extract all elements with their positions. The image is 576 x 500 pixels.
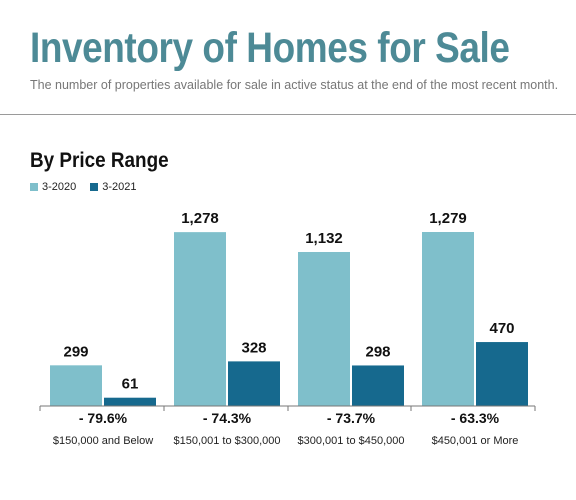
category-label-2: $150,001 to $300,000 [173,435,280,447]
change-label-3: - 73.7% [327,410,376,426]
bar-3-2020-1 [50,365,102,406]
bar-3-2020-4 [422,232,474,406]
data-label-3-2021-2: 328 [241,339,266,356]
bar-3-2020-3 [298,251,350,406]
legend-swatch-2021 [90,183,99,191]
data-label-3-2021-3: 298 [365,343,390,360]
bar-3-2021-2 [228,361,280,406]
bar-3-2021-4 [476,342,528,406]
page-subtitle: The number of properties available for s… [30,78,559,92]
data-label-3-2020-1: 299 [63,343,88,360]
data-label-3-2020-4: 1,279 [429,210,467,227]
header-divider [0,114,576,115]
bar-3-2021-3 [352,365,404,406]
category-label-4: $450,001 or More [432,435,519,447]
change-label-2: - 74.3% [203,410,252,426]
category-label-1: $150,000 and Below [53,435,153,447]
data-label-3-2020-3: 1,132 [305,230,343,247]
data-label-3-2021-4: 470 [489,320,514,337]
legend-label-2021: 3-2021 [102,181,137,193]
bar-3-2021-1 [104,397,156,406]
change-label-4: - 63.3% [451,410,500,426]
legend-swatch-2020 [30,183,38,191]
legend-item-2020: 3-2020 [30,181,76,193]
chart-legend: 3-2020 3-2021 [30,181,137,193]
section-title: By Price Range [30,149,169,172]
data-label-3-2020-2: 1,278 [181,210,219,227]
data-label-3-2021-1: 61 [122,376,139,393]
change-label-1: - 79.6% [79,410,128,426]
page-title: Inventory of Homes for Sale [30,24,510,72]
legend-item-2021: 3-2021 [90,181,137,193]
category-label-3: $300,001 to $450,000 [297,435,404,447]
bar-3-2020-2 [174,232,226,406]
legend-label-2020: 3-2020 [42,181,77,193]
